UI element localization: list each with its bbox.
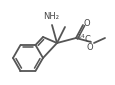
- Text: O: O: [86, 43, 92, 52]
- Text: NH₂: NH₂: [43, 12, 59, 21]
- Text: O: O: [83, 19, 90, 28]
- Text: $^{14}$C: $^{14}$C: [76, 33, 91, 45]
